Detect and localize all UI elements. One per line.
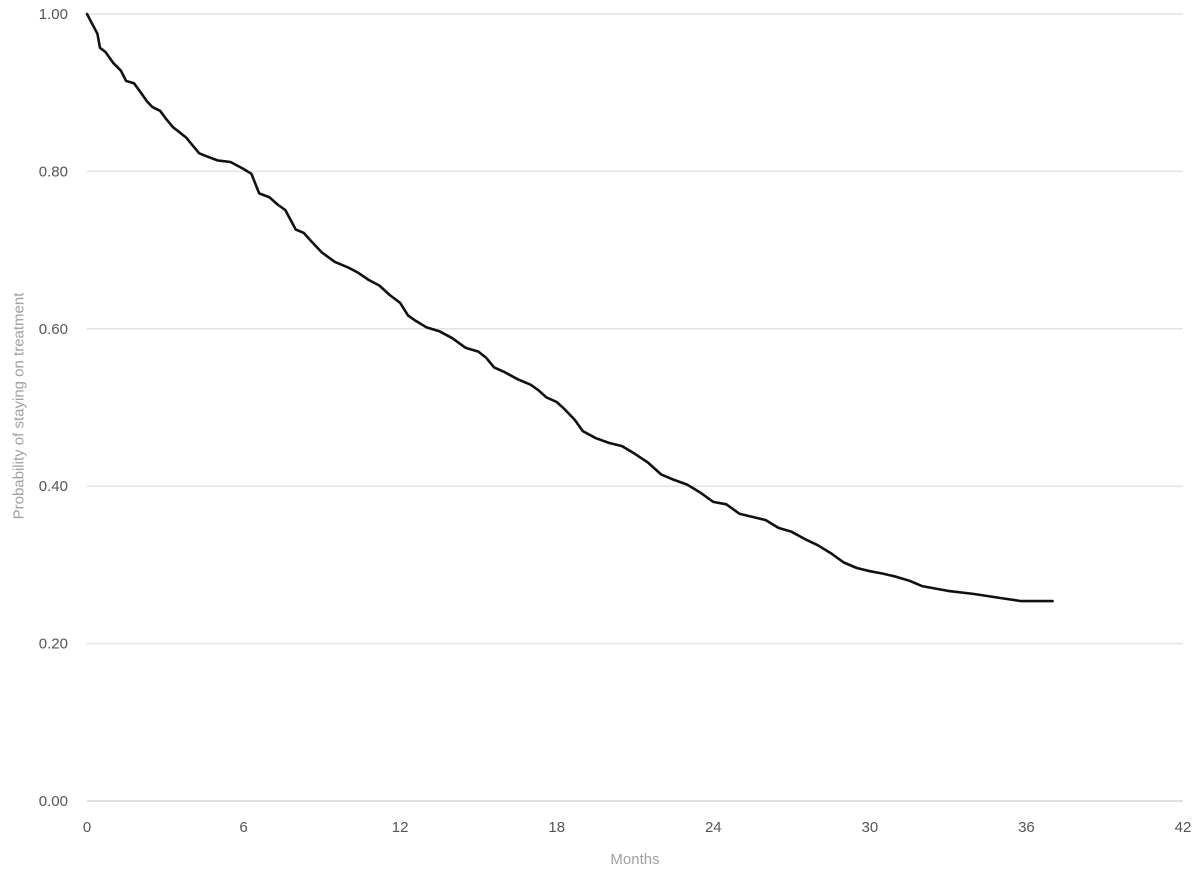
y-tick-label: 0.00 <box>39 793 68 810</box>
y-tick-label: 0.40 <box>39 478 68 495</box>
y-axis-ticks: 0.00 0.20 0.40 0.60 0.80 1.00 <box>39 6 68 810</box>
y-tick-label: 0.20 <box>39 636 68 653</box>
x-tick-label: 30 <box>862 819 879 836</box>
gridlines <box>87 13 1183 802</box>
x-tick-label: 12 <box>392 819 409 836</box>
survival-curve <box>85 12 1054 603</box>
y-axis-label: Probability of staying on treatment <box>10 292 27 520</box>
x-tick-label: 18 <box>548 819 565 836</box>
y-tick-label: 0.80 <box>39 163 68 180</box>
x-tick-label: 6 <box>239 819 247 836</box>
x-tick-label: 24 <box>705 819 722 836</box>
series-layer <box>85 12 1054 603</box>
x-tick-label: 36 <box>1018 819 1035 836</box>
y-tick-label: 1.00 <box>39 6 68 23</box>
x-tick-label: 0 <box>83 819 91 836</box>
x-axis-label: Months <box>610 851 659 868</box>
x-axis-ticks: 0 6 12 18 24 30 36 42 <box>83 819 1192 836</box>
y-tick-label: 0.60 <box>39 321 68 338</box>
x-tick-label: 42 <box>1175 819 1192 836</box>
